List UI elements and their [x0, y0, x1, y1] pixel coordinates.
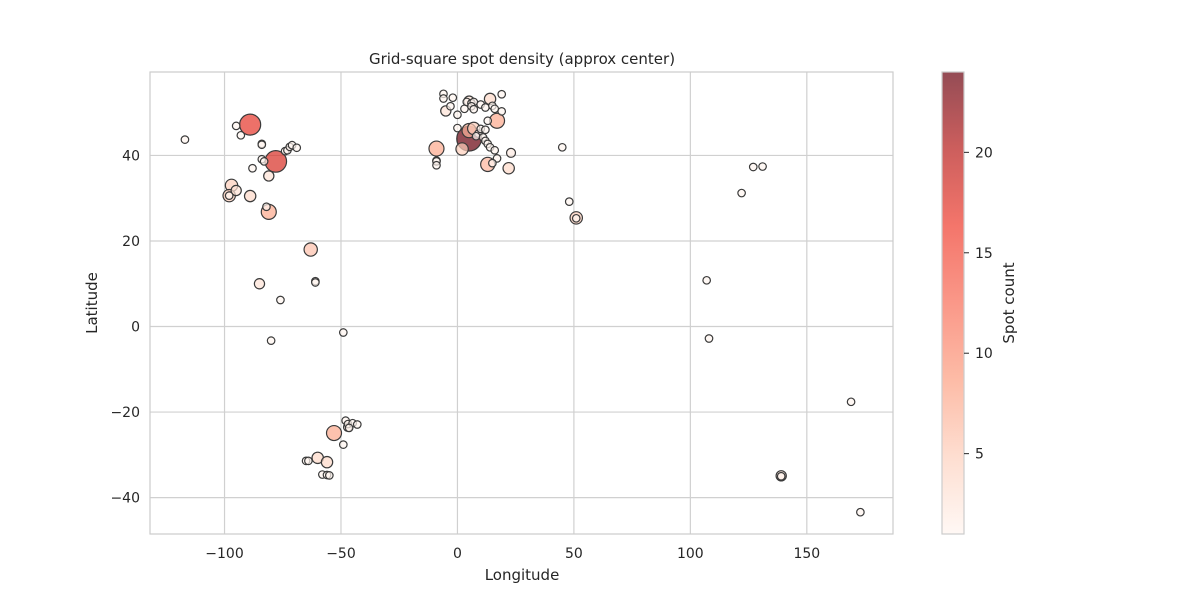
colorbar-label: Spot count — [1000, 262, 1018, 343]
data-point — [748, 162, 758, 172]
colorbar-tick-label: 15 — [975, 246, 993, 262]
data-point — [758, 162, 767, 171]
data-point — [243, 189, 257, 203]
data-point — [481, 103, 490, 112]
x-tick-label: 150 — [793, 546, 820, 562]
data-point — [453, 123, 462, 133]
colorbar-frame — [941, 71, 965, 535]
data-point — [259, 157, 269, 166]
colorbar-tick-label: 5 — [975, 447, 984, 463]
data-point — [304, 456, 313, 466]
data-point — [324, 471, 334, 480]
data-point — [428, 140, 445, 157]
data-point — [497, 107, 507, 116]
y-tick-labels: −40 −20 0 20 40 — [110, 148, 140, 506]
data-point — [481, 125, 490, 135]
data-point — [311, 278, 320, 287]
data-point — [469, 104, 479, 114]
data-point — [230, 184, 242, 197]
data-point — [253, 278, 266, 290]
data-point — [455, 142, 469, 156]
colorbar: 5 10 15 20 Spot count — [941, 71, 1018, 535]
x-axis-label: Longitude — [485, 566, 560, 584]
data-point — [257, 140, 267, 150]
data-point — [236, 130, 246, 140]
data-point — [557, 142, 567, 152]
y-tick-label: −40 — [110, 491, 140, 507]
data-point — [446, 101, 455, 111]
data-point — [776, 471, 786, 481]
data-point — [303, 242, 318, 257]
data-point — [737, 188, 746, 198]
data-point — [453, 110, 462, 120]
y-tick-label: −20 — [110, 405, 140, 421]
data-point — [702, 275, 712, 285]
x-tick-label: 0 — [453, 546, 462, 562]
data-point — [338, 328, 348, 337]
data-point — [502, 161, 515, 175]
data-point — [338, 440, 348, 449]
x-tick-label: −50 — [326, 546, 356, 562]
data-point — [292, 143, 302, 153]
x-tick-label: −100 — [205, 546, 243, 562]
data-point — [276, 295, 285, 305]
data-point — [490, 145, 500, 155]
colorbar-tick-label: 20 — [975, 145, 993, 161]
data-point — [231, 121, 241, 131]
colorbar-ticks: 5 10 15 20 — [964, 145, 993, 463]
colorbar-tick-label: 10 — [975, 346, 993, 362]
data-point — [571, 213, 581, 223]
data-point — [488, 158, 497, 168]
data-point — [704, 334, 714, 343]
y-axis-label: Latitude — [83, 272, 101, 334]
data-point — [320, 455, 334, 469]
data-point — [248, 163, 257, 173]
data-point — [505, 147, 517, 158]
plot-frame — [149, 71, 894, 535]
data-point — [439, 94, 448, 103]
data-point — [432, 160, 441, 170]
data-point — [483, 116, 493, 126]
data-point — [352, 420, 362, 429]
data-points — [180, 89, 865, 517]
data-point — [497, 89, 507, 99]
chart-title: Grid-square spot density (approx center) — [369, 50, 675, 68]
data-point — [224, 191, 234, 200]
data-point — [490, 104, 500, 114]
data-point — [564, 197, 574, 206]
y-tick-label: 40 — [122, 148, 140, 164]
data-point — [325, 424, 343, 442]
data-point — [266, 336, 276, 345]
y-tick-label: 0 — [131, 320, 140, 336]
x-tick-labels: −100 −50 0 50 100 150 — [205, 546, 820, 562]
data-point — [262, 202, 271, 212]
x-tick-label: 100 — [677, 546, 704, 562]
data-point — [471, 131, 481, 141]
data-point — [856, 507, 865, 517]
data-point — [846, 397, 856, 407]
data-point — [263, 170, 275, 182]
data-point — [448, 93, 458, 103]
y-tick-label: 20 — [122, 234, 140, 250]
x-tick-label: 50 — [565, 546, 583, 562]
data-point — [344, 423, 354, 433]
colorbar-gradient — [942, 72, 964, 534]
data-point — [180, 135, 190, 144]
